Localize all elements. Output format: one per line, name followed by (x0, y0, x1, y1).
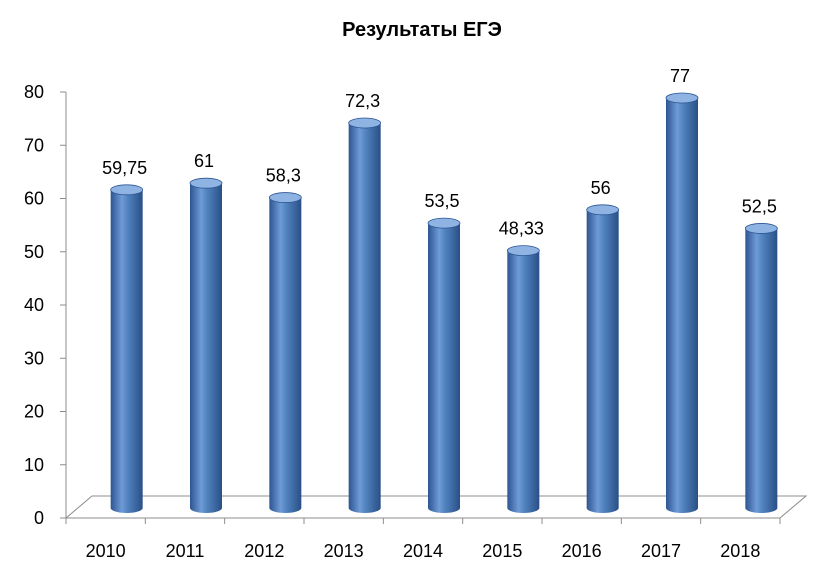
x-tick-label: 2014 (403, 541, 443, 561)
data-label: 59,75 (102, 158, 147, 178)
y-tick-label: 50 (24, 242, 44, 262)
data-label: 61 (194, 151, 214, 171)
bar (189, 177, 223, 514)
bar (665, 92, 699, 513)
bar (348, 117, 382, 513)
y-tick-label: 60 (24, 189, 44, 209)
bars (110, 92, 778, 514)
bar-body (666, 97, 698, 513)
bar-top (110, 184, 144, 196)
bar (268, 192, 302, 514)
data-label: 58,3 (266, 166, 301, 186)
data-label: 53,5 (424, 191, 459, 211)
x-ticks: 2010 2011 2012 2013 2014 2015 2016 2017 2018 (65, 518, 781, 561)
bar (506, 245, 540, 513)
bar-body (428, 223, 460, 514)
x-tick-label: 2017 (641, 541, 681, 561)
data-label: 77 (670, 66, 690, 86)
bar-body (110, 189, 143, 514)
bar-top (427, 217, 461, 229)
bar-top (348, 117, 382, 129)
y-tick-label: 30 (24, 348, 44, 368)
bar-top (744, 223, 778, 234)
data-label: 72,3 (345, 91, 380, 111)
bar (427, 217, 461, 514)
bar (744, 223, 778, 513)
bar-top (189, 177, 223, 189)
bar-top (268, 192, 302, 203)
bar-body (348, 123, 381, 513)
bar-body (507, 250, 540, 513)
y-tick-label: 20 (24, 402, 44, 422)
bar-body (745, 228, 778, 513)
data-label: 56 (591, 178, 611, 198)
y-ticks: 0 10 20 30 40 50 60 70 80 (24, 82, 66, 528)
x-tick-label: 2010 (86, 541, 126, 561)
chart-title: Результаты ЕГЭ (342, 19, 502, 41)
bar-body (190, 183, 222, 514)
x-tick-label: 2018 (720, 541, 760, 561)
data-label: 52,5 (742, 196, 777, 216)
bar-top (665, 92, 699, 104)
bar (586, 204, 620, 514)
y-tick-label: 80 (24, 82, 44, 102)
y-tick-label: 10 (24, 455, 44, 475)
x-tick-label: 2012 (244, 541, 284, 561)
y-tick-label: 40 (24, 295, 44, 315)
data-labels: 59,75 61 58,3 72,3 53,5 48,33 56 77 52,5 (102, 66, 777, 239)
y-tick-label: 0 (34, 508, 44, 528)
x-tick-label: 2016 (562, 541, 602, 561)
bar (110, 184, 144, 514)
x-tick-label: 2015 (482, 541, 522, 561)
data-label: 48,33 (499, 219, 544, 239)
y-tick-label: 70 (24, 135, 44, 155)
bar-body (586, 209, 619, 514)
bar-body (269, 197, 302, 514)
x-tick-label: 2013 (324, 541, 364, 561)
bar-top (506, 245, 540, 257)
bar-top (586, 204, 620, 216)
x-tick-label: 2011 (166, 541, 205, 561)
